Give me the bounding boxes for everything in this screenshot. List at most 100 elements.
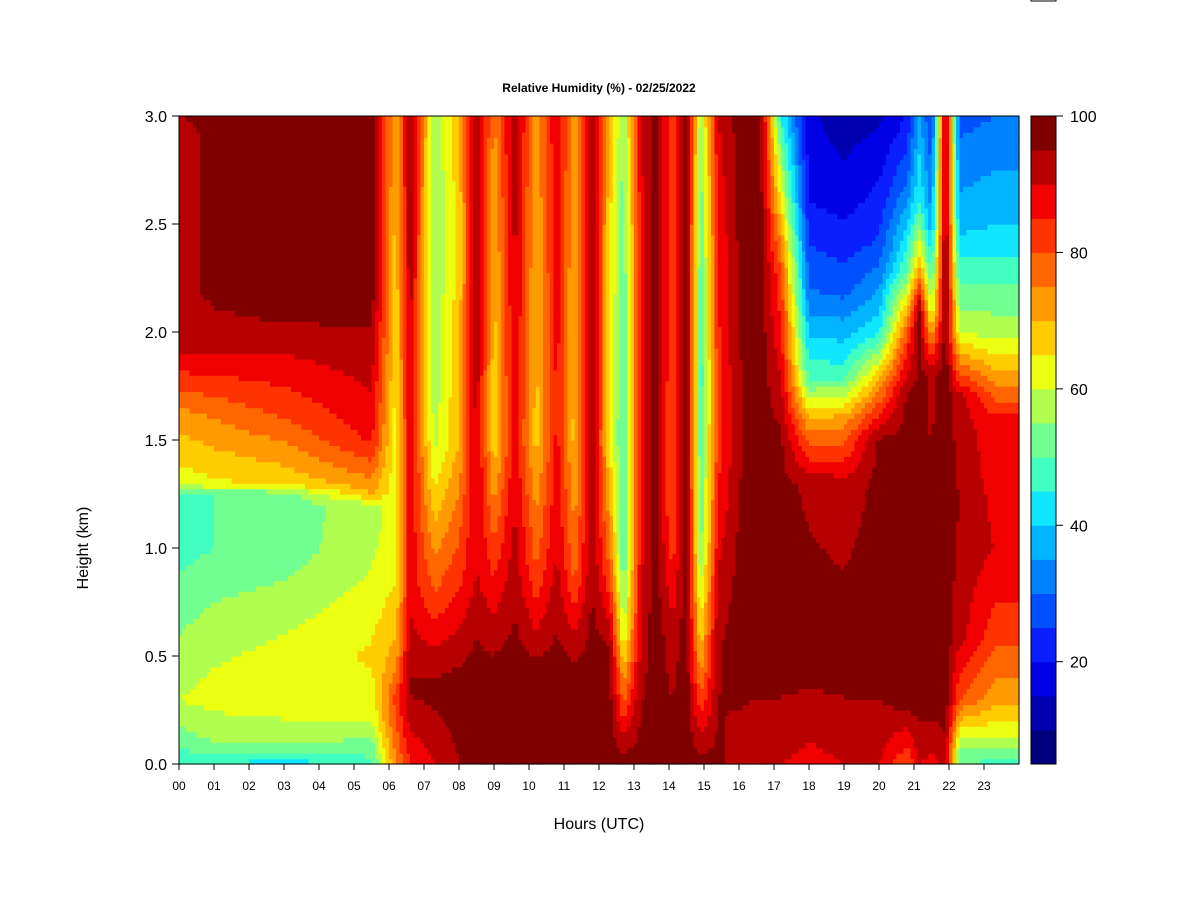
heatmap-cell (200, 305, 204, 311)
heatmap-cell (298, 575, 302, 581)
heatmap-cell (305, 246, 309, 252)
heatmap-cell (263, 370, 267, 376)
heatmap-cell (281, 548, 285, 554)
heatmap-cell (225, 235, 229, 241)
heatmap-cell (319, 181, 323, 187)
heatmap-cell (186, 256, 190, 262)
heatmap-cell (260, 262, 264, 268)
heatmap-cell (270, 154, 274, 160)
heatmap-cell (242, 219, 246, 225)
heatmap-cell (214, 651, 218, 657)
heatmap-cell (302, 683, 306, 689)
heatmap-cell (228, 699, 232, 705)
heatmap-cell (305, 602, 309, 608)
heatmap-cell (235, 310, 239, 316)
heatmap-cell (239, 548, 243, 554)
heatmap-cell (221, 197, 225, 203)
heatmap-cell (302, 213, 306, 219)
heatmap-cell (284, 699, 288, 705)
heatmap-cell (312, 181, 316, 187)
heatmap-cell (200, 267, 204, 273)
heatmap-cell (204, 197, 208, 203)
heatmap-cell (316, 343, 320, 349)
heatmap-cell (267, 624, 271, 630)
heatmap-cell (253, 618, 257, 624)
heatmap-cell (183, 224, 187, 230)
heatmap-cell (288, 516, 292, 522)
heatmap-cell (281, 624, 285, 630)
heatmap-cell (312, 235, 316, 241)
heatmap-cell (186, 634, 190, 640)
heatmap-cell (316, 424, 320, 430)
heatmap-cell (277, 283, 281, 289)
heatmap-cell (179, 359, 183, 365)
heatmap-cell (302, 240, 306, 246)
heatmap-cell (190, 564, 194, 570)
heatmap-cell (179, 413, 183, 419)
heatmap-cell (249, 370, 253, 376)
heatmap-cell (193, 651, 197, 657)
heatmap-cell (232, 532, 236, 538)
heatmap-cell (211, 192, 215, 198)
heatmap-cell (277, 640, 281, 646)
heatmap-cell (221, 424, 225, 430)
heatmap-cell (218, 278, 222, 284)
heatmap-cell (179, 289, 183, 295)
heatmap-cell (218, 705, 222, 711)
heatmap-cell (316, 375, 320, 381)
heatmap-cell (267, 440, 271, 446)
heatmap-cell (270, 370, 274, 376)
heatmap-cell (246, 278, 250, 284)
heatmap-cell (246, 672, 250, 678)
heatmap-cell (260, 597, 264, 603)
heatmap-cell (204, 337, 208, 343)
heatmap-cell (319, 602, 323, 608)
heatmap-cell (260, 202, 264, 208)
heatmap-cell (218, 462, 222, 468)
heatmap-cell (214, 516, 218, 522)
heatmap-cell (316, 688, 320, 694)
heatmap-cell (186, 591, 190, 597)
heatmap-cell (197, 402, 201, 408)
heatmap-cell (221, 456, 225, 462)
heatmap-cell (190, 143, 194, 149)
heatmap-cell (267, 737, 271, 743)
heatmap-cell (214, 683, 218, 689)
heatmap-cell (204, 564, 208, 570)
heatmap-cell (319, 429, 323, 435)
heatmap-cell (207, 424, 211, 430)
heatmap-cell (186, 175, 190, 181)
heatmap-cell (284, 472, 288, 478)
heatmap-cell (200, 591, 204, 597)
heatmap-cell (204, 424, 208, 430)
heatmap-cell (225, 472, 229, 478)
heatmap-cell (232, 310, 236, 316)
heatmap-cell (225, 251, 229, 257)
heatmap-cell (190, 683, 194, 689)
heatmap-cell (193, 305, 197, 311)
heatmap-cell (204, 381, 208, 387)
heatmap-cell (204, 575, 208, 581)
heatmap-cell (204, 278, 208, 284)
heatmap-cell (200, 618, 204, 624)
heatmap-cell (312, 159, 316, 165)
heatmap-cell (295, 624, 299, 630)
heatmap-cell (207, 721, 211, 727)
heatmap-cell (179, 715, 183, 721)
heatmap-cell (309, 224, 313, 230)
heatmap-cell (298, 489, 302, 495)
heatmap-cell (190, 618, 194, 624)
heatmap-cell (284, 656, 288, 662)
heatmap-cell (253, 305, 257, 311)
heatmap-cell (291, 267, 295, 273)
heatmap-cell (323, 732, 327, 738)
heatmap-cell (218, 165, 222, 171)
heatmap-cell (249, 699, 253, 705)
heatmap-cell (270, 343, 274, 349)
heatmap-cell (267, 629, 271, 635)
heatmap-cell (228, 526, 232, 532)
heatmap-cell (239, 462, 243, 468)
heatmap-cell (200, 586, 204, 592)
heatmap-cell (316, 634, 320, 640)
heatmap-cell (270, 570, 274, 576)
